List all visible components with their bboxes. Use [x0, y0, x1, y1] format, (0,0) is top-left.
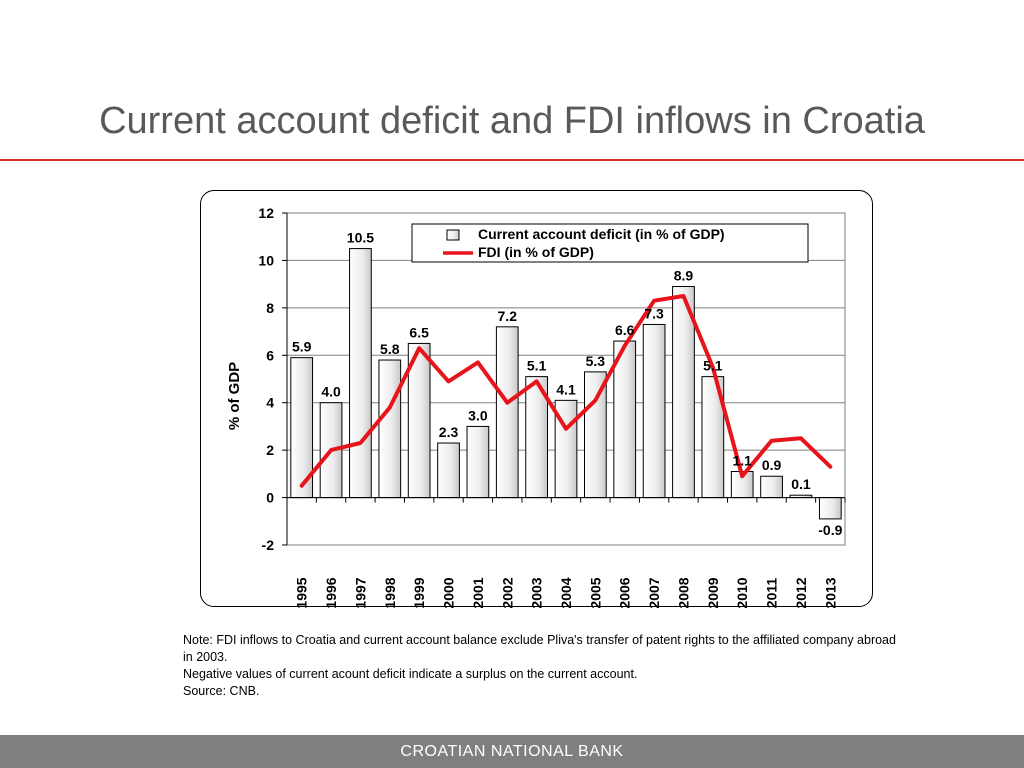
- bar-2007: [642, 323, 666, 499]
- bar-2011: [760, 475, 783, 499]
- note-line: Note: FDI inflows to Croatia and current…: [183, 633, 896, 664]
- axes: [282, 212, 846, 546]
- bar-label-2009: 5.1: [703, 358, 723, 374]
- bar-label-2001: 3.0: [468, 407, 488, 423]
- x-tick-label-2007: 2007: [646, 577, 662, 608]
- fdi-line: [299, 294, 833, 488]
- bar-1998: [378, 359, 402, 499]
- slide-title: Current account deficit and FDI inflows …: [99, 100, 925, 142]
- bar-2002: [495, 326, 519, 499]
- x-tick-label-1999: 1999: [411, 577, 427, 608]
- legend-box: [411, 223, 809, 263]
- x-tick-label-2006: 2006: [617, 577, 633, 608]
- x-tick-label-2009: 2009: [705, 577, 721, 608]
- source-line: Source: CNB.: [183, 684, 260, 698]
- x-tick-label-2012: 2012: [793, 577, 809, 608]
- y-tick-label: 10: [258, 252, 274, 268]
- legend-label-current-account: Current account deficit (in % of GDP): [478, 226, 725, 242]
- tick-labels: -2 0 2 4 6 8 10 12 1995 1996 1997 1998 1999 2000 2001 2…: [258, 205, 838, 608]
- y-tick-label: 6: [266, 347, 274, 363]
- bar-label-1997: 10.5: [347, 230, 374, 246]
- bar-label-1995: 5.9: [292, 339, 312, 355]
- x-tick-label-2000: 2000: [441, 577, 457, 608]
- bar-label-2004: 4.1: [556, 381, 576, 397]
- x-tick-label-2003: 2003: [529, 577, 545, 608]
- x-tick-label-1998: 1998: [382, 577, 398, 608]
- y-tick-label: 2: [266, 442, 274, 458]
- bar-label-1998: 5.8: [380, 341, 400, 357]
- x-tick-label-2010: 2010: [734, 577, 750, 608]
- bar-label-2008: 8.9: [674, 268, 694, 284]
- bar-1997: [349, 248, 372, 499]
- bar-label-2003: 5.1: [527, 358, 547, 374]
- x-tick-label-2011: 2011: [764, 578, 780, 608]
- y-tick-label: -2: [262, 537, 275, 553]
- y-axis-label: % of GDP: [226, 362, 243, 430]
- bar-2006: [613, 340, 637, 499]
- chart-frame: 5.9 4.0 10.5 5.8 6.5 2.3 3.0 7.2 5.1 4.1 5.3 6.6 7.3…: [200, 190, 873, 608]
- y-tick-label: 0: [266, 490, 274, 506]
- bar-label-2007: 7.3: [644, 305, 664, 321]
- bar-label-2000: 2.3: [439, 424, 459, 440]
- y-tick-label: 12: [258, 205, 274, 221]
- x-tick-label-2013: 2013: [822, 577, 838, 608]
- title-divider: [0, 159, 1024, 161]
- legend: Current account deficit (in % of GDP) FD…: [411, 223, 809, 263]
- bar-label-2012: 0.1: [791, 476, 811, 492]
- bar-label-2002: 7.2: [498, 308, 518, 324]
- x-tick-label-1997: 1997: [352, 577, 368, 608]
- x-tick-label-2004: 2004: [558, 577, 574, 608]
- legend-label-fdi: FDI (in % of GDP): [478, 244, 594, 260]
- x-tick-label-2001: 2001: [470, 577, 486, 608]
- note-line: Negative values of current acount defici…: [183, 667, 638, 681]
- bar-label-2005: 5.3: [586, 353, 606, 369]
- bar-label-1996: 4.0: [321, 384, 341, 400]
- chart-notes: Note: FDI inflows to Croatia and current…: [183, 632, 903, 700]
- bar-2013: [818, 497, 842, 520]
- bar-label-2006: 6.6: [615, 322, 635, 338]
- x-tick-label-2005: 2005: [587, 577, 603, 608]
- footer-bar: CROATIAN NATIONAL BANK: [0, 735, 1024, 768]
- y-tick-label: 4: [266, 395, 274, 411]
- bar-2000: [437, 442, 460, 499]
- x-tick-label-1996: 1996: [323, 577, 339, 608]
- footer-bank-name: CROATIAN NATIONAL BANK: [400, 743, 624, 760]
- data-labels: 5.9 4.0 10.5 5.8 6.5 2.3 3.0 7.2 5.1 4.1 5.3 6.6 7.3…: [292, 230, 843, 538]
- bar-2001: [466, 425, 490, 499]
- bar-label-2010: 1.1: [732, 452, 752, 468]
- bar-label-2011: 0.9: [762, 457, 782, 473]
- x-tick-label-1995: 1995: [294, 577, 310, 608]
- bar-label-2013: -0.9: [818, 522, 842, 538]
- x-tick-label-2002: 2002: [499, 577, 515, 608]
- bar-label-1999: 6.5: [409, 324, 429, 340]
- x-tick-label-2008: 2008: [676, 577, 692, 608]
- y-tick-label: 8: [266, 300, 274, 316]
- legend-bar-swatch: [446, 229, 460, 241]
- bar-2005: [584, 371, 607, 499]
- chart: 5.9 4.0 10.5 5.8 6.5 2.3 3.0 7.2 5.1 4.1 5.3 6.6 7.3…: [226, 205, 846, 608]
